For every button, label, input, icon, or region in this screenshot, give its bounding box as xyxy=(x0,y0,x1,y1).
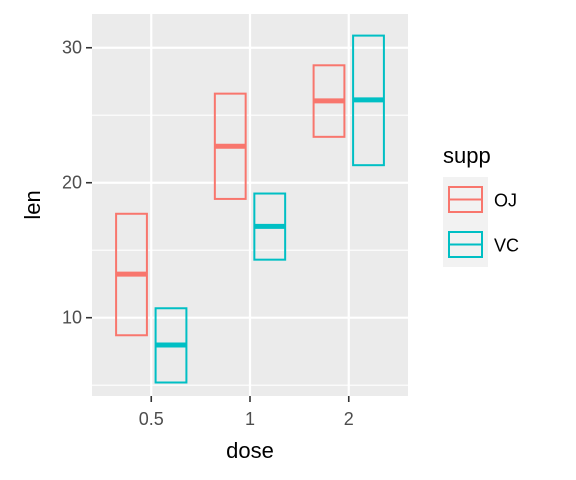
x-tick-label: 0.5 xyxy=(139,409,164,429)
legend-label: VC xyxy=(494,236,519,256)
x-axis: 0.5 1 2 xyxy=(139,396,354,429)
y-tick-label: 30 xyxy=(62,38,82,58)
legend-title: supp xyxy=(443,143,491,168)
x-tick-label: 2 xyxy=(344,409,354,429)
y-axis: 10 20 30 xyxy=(62,38,92,328)
crossbars xyxy=(115,34,385,384)
major-grid xyxy=(92,14,408,396)
y-tick-label: 20 xyxy=(62,173,82,193)
x-axis-title: dose xyxy=(226,438,274,463)
legend-label: OJ xyxy=(494,191,517,211)
y-axis-title: len xyxy=(20,190,45,219)
legend: supp OJ VC xyxy=(443,143,519,267)
y-tick-label: 10 xyxy=(62,308,82,328)
x-tick-label: 1 xyxy=(245,409,255,429)
